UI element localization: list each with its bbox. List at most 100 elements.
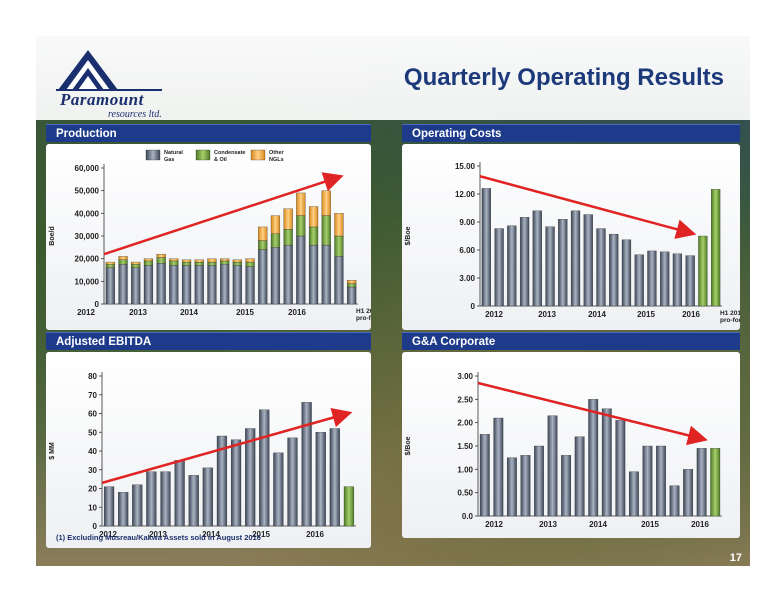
- operating-costs-panel: 0 3.00 6.00 9.00 12.00 15.00 $/Boe 2012 2013 2014…: [402, 144, 740, 330]
- bar: [481, 188, 491, 307]
- bar-segment-other-ngls: [232, 259, 242, 263]
- bar: [160, 471, 171, 527]
- bar-segment-condensate-oil: [308, 226, 319, 246]
- x-tick-label: 2015: [236, 308, 254, 317]
- x-tick-label: 2016: [288, 308, 306, 317]
- bar-segment-condensate-oil: [143, 260, 154, 266]
- y-tick-label: 40: [88, 447, 97, 456]
- y-tick-label: 70: [88, 391, 97, 400]
- legend-label-line1: Other: [269, 150, 285, 156]
- company-logo: Paramount resources ltd.: [52, 46, 202, 120]
- bar-segment-natural-gas: [296, 235, 306, 305]
- y-tick-label: 2.50: [457, 395, 473, 404]
- legend-swatch: [195, 149, 211, 161]
- bar: [628, 471, 639, 517]
- footnote: (1) Excluding Musreau/Kakwa Assets sold …: [56, 533, 261, 542]
- bar: [507, 225, 517, 307]
- bar: [506, 457, 517, 517]
- y-tick-label: 0: [93, 522, 98, 531]
- bar: [647, 250, 657, 307]
- x-tick-label-proforma: pro-forma(1): [356, 315, 371, 322]
- legend-label-line1: Condensate: [214, 150, 245, 156]
- y-tick-label: 20,000: [75, 255, 100, 264]
- bar-segment-natural-gas: [143, 265, 154, 305]
- trend-arrow: [479, 175, 697, 239]
- y-tick-label: 0.50: [457, 489, 473, 498]
- x-tick-label: 2014: [588, 310, 606, 319]
- bar: [118, 492, 129, 527]
- bar-segment-condensate-oil: [334, 235, 344, 257]
- ebitda-panel: 0 10 20 30 40 50 60 70 80 $ MM 2012 2013 2014 2015 201…: [46, 352, 371, 548]
- bar-segment-other-ngls: [270, 215, 281, 234]
- operating-costs-chart: 0 3.00 6.00 9.00 12.00 15.00 $/Boe 2012 2013 2014…: [405, 162, 740, 324]
- bar: [660, 251, 670, 307]
- logo-name: Paramount: [60, 90, 144, 109]
- bar-segment-other-ngls: [258, 226, 268, 241]
- bar-segment-condensate-oil: [169, 260, 179, 266]
- bar: [479, 434, 490, 517]
- bar-segment-condensate-oil: [156, 257, 166, 264]
- bar: [558, 219, 568, 307]
- y-tick-label: 6.00: [459, 246, 475, 255]
- bar: [216, 435, 228, 527]
- bar: [656, 445, 666, 517]
- bar-segment-natural-gas: [194, 265, 204, 305]
- bar: [287, 437, 298, 527]
- y-tick-label: 15.00: [455, 162, 476, 171]
- bar: [698, 235, 708, 307]
- bar-segment-condensate-oil: [245, 261, 255, 267]
- bar-segment-other-ngls: [118, 256, 128, 260]
- bar-segment-natural-gas: [258, 249, 268, 305]
- x-tick-label: 2016: [682, 310, 700, 319]
- legend-swatch: [250, 149, 266, 161]
- y-tick-label: 12.00: [455, 190, 476, 199]
- ga-panel: 0.0 0.50 1.00 1.50 2.00 2.50 3.00 $/Boe 2012 2013…: [402, 352, 740, 538]
- bar-segment-other-ngls: [169, 258, 179, 262]
- bar-segment-natural-gas: [308, 244, 319, 305]
- bar-segment-natural-gas: [232, 265, 242, 305]
- bar: [696, 448, 707, 517]
- y-tick-label: 1.00: [457, 465, 473, 474]
- x-tick-label: 2016: [691, 520, 709, 529]
- y-tick-label: 50,000: [75, 187, 100, 196]
- ebitda-chart: 0 10 20 30 40 50 60 70 80 $ MM 2012 2013 2014 2015 201…: [49, 372, 356, 539]
- x-tick-label: 2014: [180, 308, 198, 317]
- y-tick-label: 30,000: [75, 232, 100, 241]
- legend-label-line2: & Oil: [214, 157, 227, 163]
- bar: [146, 471, 157, 527]
- trend-arrow: [477, 381, 708, 446]
- bar: [672, 253, 683, 307]
- y-tick-label: 0: [471, 302, 476, 311]
- bar: [609, 233, 619, 307]
- bar: [588, 399, 599, 517]
- bar: [493, 417, 504, 517]
- bar: [601, 408, 612, 517]
- mountain-logo-icon: [56, 50, 162, 91]
- page-number: 17: [729, 552, 742, 564]
- x-tick-label: 2012: [77, 308, 95, 317]
- x-tick-label: 2015: [252, 530, 270, 539]
- bar-segment-other-ngls: [181, 259, 192, 263]
- x-tick-label: 2012: [99, 530, 117, 539]
- bar-segment-other-ngls: [143, 258, 154, 262]
- bar-segment-other-ngls: [207, 258, 217, 263]
- bar: [230, 439, 242, 527]
- bar: [685, 255, 695, 307]
- bar-segment-condensate-oil: [220, 260, 230, 265]
- bar-segment-condensate-oil: [283, 229, 293, 246]
- x-tick-label: 2014: [202, 530, 220, 539]
- bar-segment-other-ngls: [347, 280, 357, 284]
- x-tick-label: 2014: [589, 520, 607, 529]
- bar: [547, 415, 558, 517]
- bar: [494, 228, 504, 307]
- y-tick-label: 20: [88, 485, 97, 494]
- y-tick-label: 1.50: [457, 442, 473, 451]
- y-tick-label: 50: [88, 428, 97, 437]
- bar: [570, 210, 581, 307]
- bar: [669, 485, 680, 517]
- y-tick-label: 0: [95, 300, 100, 309]
- header-band: Paramount resources ltd. Quarterly Opera…: [36, 36, 750, 120]
- y-tick-label: 40,000: [75, 209, 100, 218]
- x-tick-label: 2012: [485, 310, 503, 319]
- trend-arrow: [101, 407, 353, 485]
